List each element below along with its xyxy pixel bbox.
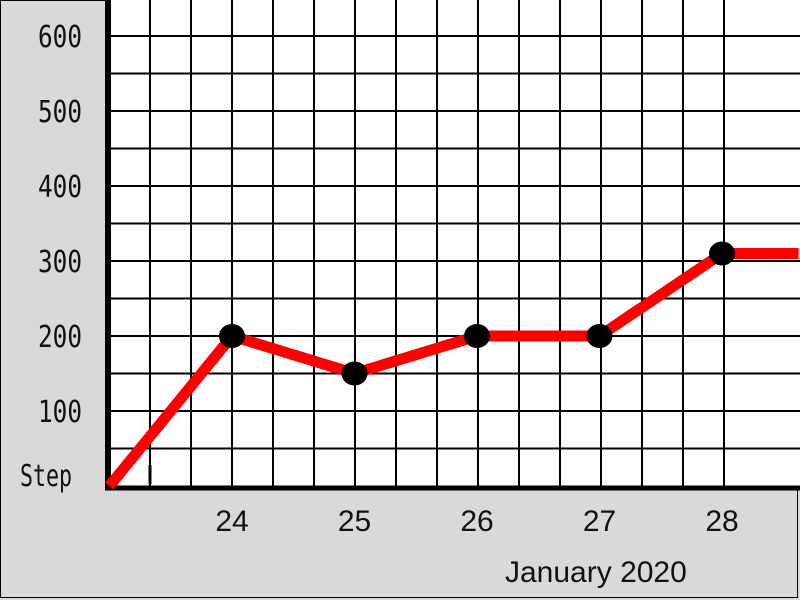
x-tick-label: 26 bbox=[460, 505, 493, 538]
data-point bbox=[219, 324, 245, 348]
y-tick-label: 200 bbox=[38, 320, 82, 355]
x-tick-label: 28 bbox=[705, 505, 738, 538]
y-axis-label: Step bbox=[20, 459, 72, 494]
y-tick-labels: 100 200 300 400 500 600 bbox=[38, 20, 82, 430]
y-tick-label: 100 bbox=[38, 395, 82, 430]
data-point bbox=[464, 324, 490, 348]
data-point bbox=[709, 241, 735, 266]
grid bbox=[108, 0, 800, 488]
y-tick-label: 600 bbox=[38, 20, 82, 55]
y-tick-label: 300 bbox=[38, 245, 82, 280]
plot-area bbox=[108, 0, 800, 488]
data-point bbox=[341, 361, 368, 386]
y-tick-label: 500 bbox=[38, 95, 82, 130]
x-tick-label: 25 bbox=[338, 505, 371, 538]
x-tick-labels: 24 25 26 27 28 bbox=[215, 505, 738, 538]
x-axis-label: January 2020 bbox=[505, 556, 687, 589]
y-tick-label: 400 bbox=[38, 170, 82, 205]
x-tick-label: 24 bbox=[215, 505, 248, 538]
data-point bbox=[586, 324, 613, 348]
series bbox=[105, 241, 799, 490]
x-tick-label: 27 bbox=[583, 505, 616, 538]
